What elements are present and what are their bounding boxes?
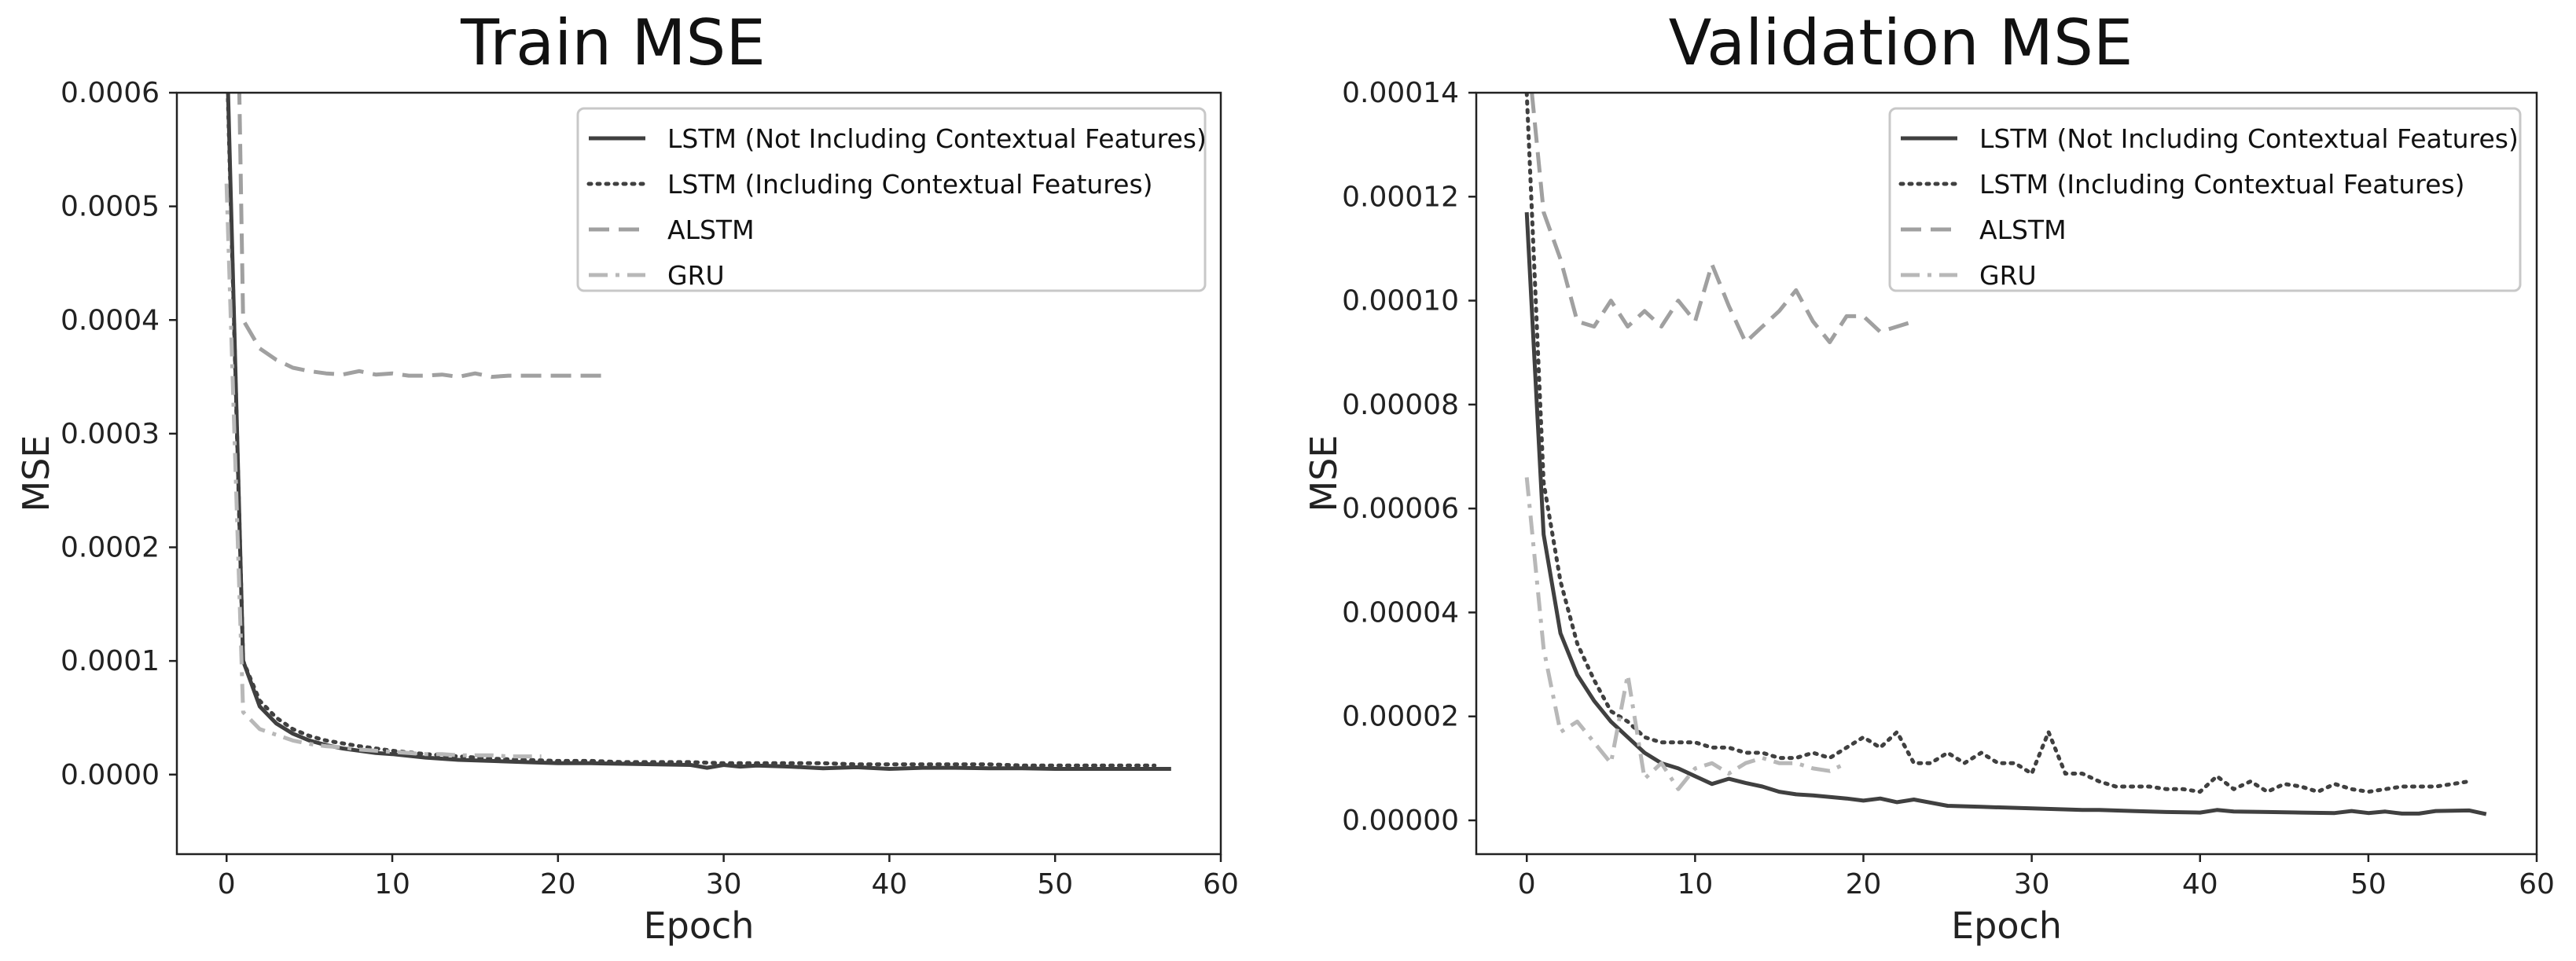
train-x-tick-label: 60 bbox=[1203, 868, 1239, 900]
val-y-tick-label: 0.00008 bbox=[1342, 389, 1459, 421]
val-x-tick-label: 20 bbox=[1846, 868, 1882, 900]
val-x-tick-label: 40 bbox=[2182, 868, 2218, 900]
train-x-axis-label: Epoch bbox=[644, 904, 755, 947]
train-chart-title: Train MSE bbox=[461, 6, 766, 79]
train-series-gru bbox=[224, 183, 542, 759]
validation-mse-chart: 0 10 20 30 40 50 60 0.00000 0.00002 0.00004 0.0000… bbox=[1303, 77, 2555, 947]
train-mse-panel: Train MSE 0 10 20 30 40 50 60 0.0000 0.0001 0.000… bbox=[15, 6, 1239, 947]
train-x-tick-label: 40 bbox=[872, 868, 908, 900]
train-y-axis-label: MSE bbox=[15, 435, 57, 512]
val-x-tick-label: 30 bbox=[2014, 868, 2050, 900]
val-x-tick-label: 50 bbox=[2350, 868, 2387, 900]
val-y-tick-label: 0.00012 bbox=[1342, 181, 1459, 213]
val-y-tick-label: 0.00004 bbox=[1342, 596, 1459, 629]
val-series-alstm bbox=[1530, 93, 1915, 344]
val-legend: LSTM (Not Including Contextual Features)… bbox=[1888, 107, 2522, 292]
val-series-lstm-not-including-contextual-features bbox=[1524, 211, 2487, 816]
train-mse-chart: 0 10 20 30 40 50 60 0.0000 0.0001 0.0002 0.0003 0.0… bbox=[15, 77, 1239, 947]
train-legend-label: ALSTM bbox=[667, 215, 755, 245]
val-axes-frame bbox=[1475, 91, 2538, 856]
val-y-tick-label: 0.00014 bbox=[1342, 77, 1459, 109]
train-y-tick-label: 0.0003 bbox=[61, 418, 160, 450]
val-y-tick-label: 0.00010 bbox=[1342, 285, 1459, 317]
train-y-tick-label: 0.0001 bbox=[61, 645, 160, 677]
train-legend-label: LSTM (Not Including Contextual Features) bbox=[667, 123, 1207, 154]
train-x-tick-label: 0 bbox=[218, 868, 236, 900]
val-x-axis-label: Epoch bbox=[1951, 904, 2062, 947]
train-x-tick-label: 20 bbox=[540, 868, 576, 900]
train-y-tick-label: 0.0004 bbox=[61, 304, 160, 336]
train-axes-frame bbox=[175, 91, 1222, 856]
train-y-tick-label: 0.0005 bbox=[61, 191, 160, 223]
val-y-tick-label: 0.00000 bbox=[1342, 805, 1459, 837]
val-legend-label: ALSTM bbox=[1979, 215, 2067, 245]
val-legend-label: LSTM (Including Contextual Features) bbox=[1979, 169, 2465, 200]
train-legend-label: GRU bbox=[667, 260, 725, 291]
validation-mse-panel: Validation MSE 0 10 20 30 40 50 60 0.00000 0.000… bbox=[1288, 0, 2576, 961]
val-legend-label: LSTM (Not Including Contextual Features) bbox=[1979, 123, 2519, 154]
train-y-tick-label: 0.0002 bbox=[61, 532, 160, 564]
val-series-lstm-including-contextual-features bbox=[1524, 93, 2471, 794]
train-x-tick-label: 30 bbox=[706, 868, 742, 900]
val-x-tick-label: 60 bbox=[2519, 868, 2555, 900]
train-series-alstm bbox=[237, 93, 608, 380]
train-series-lstm-including-contextual-features bbox=[226, 93, 1157, 768]
val-y-tick-label: 0.00006 bbox=[1342, 493, 1459, 525]
val-x-tick-label: 10 bbox=[1677, 868, 1713, 900]
train-legend-label: LSTM (Including Contextual Features) bbox=[667, 169, 1153, 200]
train-y-tick-label: 0.0000 bbox=[61, 759, 160, 791]
train-legend-box bbox=[576, 107, 1207, 292]
val-legend-label: GRU bbox=[1979, 260, 2037, 291]
validation-chart-title: Validation MSE bbox=[1668, 6, 2133, 79]
val-y-axis-label: MSE bbox=[1303, 435, 1345, 512]
train-x-tick-label: 50 bbox=[1037, 868, 1073, 900]
val-legend-box bbox=[1888, 107, 2522, 292]
train-series-group bbox=[224, 93, 1171, 771]
val-series-gru bbox=[1524, 477, 1848, 791]
val-series-group bbox=[1524, 93, 2487, 816]
val-x-tick-label: 0 bbox=[1518, 868, 1536, 900]
train-x-tick-label: 10 bbox=[374, 868, 410, 900]
val-y-tick-label: 0.00002 bbox=[1342, 701, 1459, 733]
train-y-tick-label: 0.0006 bbox=[61, 77, 160, 109]
train-legend: LSTM (Not Including Contextual Features)… bbox=[576, 107, 1207, 292]
